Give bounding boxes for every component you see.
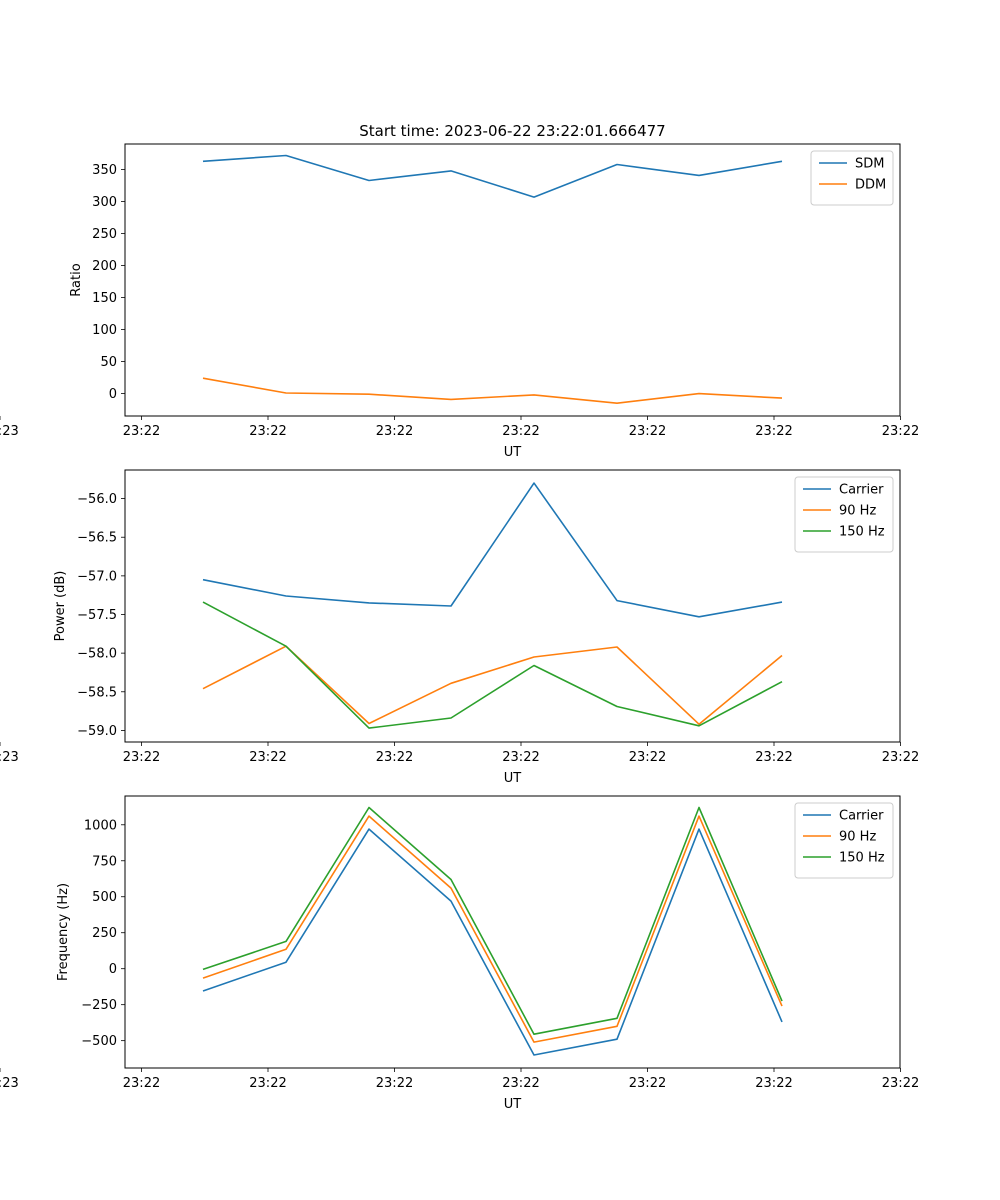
x-tick-label: 23:22 xyxy=(882,1076,919,1091)
x-axis-label: UT xyxy=(504,771,522,786)
x-axis-label: UT xyxy=(504,445,522,460)
x-tick-label: 23:22 xyxy=(376,750,413,765)
y-tick-label: 500 xyxy=(92,890,117,905)
axes-frame xyxy=(124,469,901,743)
y-tick-label: −56.5 xyxy=(77,531,117,546)
x-tick-label: 23:23 xyxy=(0,750,19,765)
subplot-power: UT Power (dB) 23:22 23:22 23:22 23:22 23:22 2… xyxy=(0,469,919,786)
x-tick-label: 23:23 xyxy=(0,424,19,439)
y-tick-label: 200 xyxy=(92,259,117,274)
y-tick-label: −500 xyxy=(81,1034,117,1049)
y-tick-label: 750 xyxy=(92,854,117,869)
y-tick-label: 100 xyxy=(92,323,117,338)
y-tick-label: −59.0 xyxy=(77,724,117,739)
x-tick-label: 23:22 xyxy=(502,1076,539,1091)
x-tick-label: 23:22 xyxy=(502,424,539,439)
y-tick-label: 0 xyxy=(109,962,117,977)
legend: SDM DDM xyxy=(810,150,894,206)
x-tick-label: 23:22 xyxy=(629,1076,666,1091)
y-tick-label: −58.5 xyxy=(77,685,117,700)
y-tick-label: −57.0 xyxy=(77,569,117,584)
y-tick-label: 1000 xyxy=(84,818,117,833)
y-tick-label: −58.0 xyxy=(77,647,117,662)
subplot-frequency: UT Frequency (Hz) 23:22 23:22 23:22 23:22 23… xyxy=(0,795,919,1112)
x-tick-label: 23:22 xyxy=(249,750,286,765)
legend-frame xyxy=(810,150,894,206)
x-tick-label: 23:22 xyxy=(755,1076,792,1091)
y-axis-label: Power (dB) xyxy=(53,571,68,642)
series-line-150-hz xyxy=(202,601,783,729)
x-tick-label: 23:22 xyxy=(123,1076,160,1091)
series-line-carrier xyxy=(202,482,783,618)
x-axis-label: UT xyxy=(504,1097,522,1112)
y-tick-label: −56.0 xyxy=(77,492,117,507)
subplot-ratio: UT Ratio 23:22 23:22 23:22 23:22 23:22 23:22 2… xyxy=(0,143,919,460)
legend-label: Carrier xyxy=(839,809,884,824)
legend: Carrier 90 Hz 150 Hz xyxy=(794,802,894,879)
series-line-150-hz xyxy=(202,806,783,1035)
legend-label: 90 Hz xyxy=(839,830,876,845)
x-tick-label: 23:22 xyxy=(629,750,666,765)
y-tick-label: 250 xyxy=(92,227,117,242)
y-tick-label: 250 xyxy=(92,926,117,941)
y-tick-label: 150 xyxy=(92,291,117,306)
x-tick-label: 23:23 xyxy=(0,1076,19,1091)
y-tick-label: 50 xyxy=(100,355,117,370)
legend-frame xyxy=(794,802,894,879)
series-line-carrier xyxy=(202,828,783,1056)
x-tick-label: 23:22 xyxy=(755,424,792,439)
y-tick-label: 300 xyxy=(92,195,117,210)
legend-label: 150 Hz xyxy=(839,525,885,540)
legend-label: 90 Hz xyxy=(839,504,876,519)
x-tick-label: 23:22 xyxy=(123,424,160,439)
legend-label: 150 Hz xyxy=(839,851,885,866)
y-axis-label: Frequency (Hz) xyxy=(56,883,71,981)
y-tick-label: 0 xyxy=(109,387,117,402)
x-tick-label: 23:22 xyxy=(376,1076,413,1091)
x-tick-label: 23:22 xyxy=(376,424,413,439)
x-tick-label: 23:22 xyxy=(629,424,666,439)
x-tick-label: 23:22 xyxy=(882,424,919,439)
x-tick-label: 23:22 xyxy=(502,750,539,765)
y-axis-label: Ratio xyxy=(69,263,84,296)
x-tick-label: 23:22 xyxy=(755,750,792,765)
series-line-sdm xyxy=(202,154,783,198)
legend: Carrier 90 Hz 150 Hz xyxy=(794,476,894,553)
y-tick-label: 350 xyxy=(92,163,117,178)
series-line-90-hz xyxy=(202,815,783,1043)
y-tick-label: −250 xyxy=(81,998,117,1013)
series-line-ddm xyxy=(202,377,783,405)
legend-label: DDM xyxy=(855,178,886,193)
y-tick-label: −57.5 xyxy=(77,608,117,623)
figure-title: Start time: 2023-06-22 23:22:01.666477 xyxy=(359,122,665,140)
legend-label: SDM xyxy=(855,157,884,172)
x-tick-label: 23:22 xyxy=(123,750,160,765)
legend-label: Carrier xyxy=(839,483,884,498)
legend-frame xyxy=(794,476,894,553)
axes-frame xyxy=(124,795,901,1069)
x-tick-label: 23:22 xyxy=(249,1076,286,1091)
axes-frame xyxy=(124,143,901,417)
x-tick-label: 23:22 xyxy=(882,750,919,765)
x-tick-label: 23:22 xyxy=(249,424,286,439)
